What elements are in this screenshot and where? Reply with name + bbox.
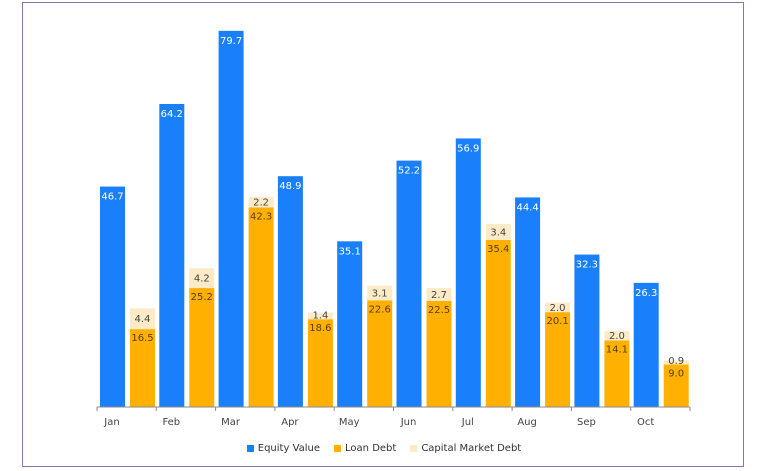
bar-capital-market-debt [426,288,452,301]
data-label-capital-market-debt: 2.0 [609,331,625,342]
bar-loan-debt [367,300,393,407]
legend-item-loan-debt[interactable]: Loan Debt [334,443,396,454]
bar-capital-market-debt [307,312,333,320]
data-label-equity-value: 44.4 [516,202,538,213]
bar-capital-market-debt [663,360,689,365]
bar-equity-value [100,186,125,407]
data-label-loan-debt: 25.2 [191,292,213,303]
data-label-loan-debt: 9.0 [668,369,684,380]
data-label-capital-market-debt: 0.9 [668,356,684,367]
data-label-equity-value: 35.1 [339,246,361,257]
legend-swatch-loan-debt [334,445,342,452]
data-label-loan-debt: 35.4 [487,244,509,255]
data-label-loan-debt: 42.3 [250,211,272,222]
bar-capital-market-debt [189,268,215,289]
data-label-capital-market-debt: 4.4 [135,314,151,325]
data-label-loan-debt: 16.5 [131,333,153,344]
data-label-capital-market-debt: 2.0 [550,303,566,314]
bar-loan-debt [604,340,630,407]
bar-equity-value [277,176,303,407]
data-label-equity-value: 32.3 [576,260,598,271]
bar-equity-value [159,103,185,407]
bar-loan-debt [130,329,155,407]
bar-capital-market-debt [485,223,511,240]
data-label-capital-market-debt: 2.2 [253,198,269,209]
bar-equity-value [337,241,363,407]
data-label-loan-debt: 22.5 [428,305,450,316]
legend-label: Loan Debt [345,443,397,454]
data-label-equity-value: 52.2 [398,166,420,177]
bar-loan-debt [663,364,689,407]
bar-equity-value [218,30,244,407]
legend-label: Capital Market Debt [421,443,522,454]
chart-frame [22,2,744,467]
bar-equity-value [396,160,422,407]
data-label-capital-market-debt: 1.4 [312,311,328,322]
bar-loan-debt [307,319,333,407]
x-tick-label: Mar [221,417,241,428]
data-label-loan-debt: 18.6 [309,323,331,334]
legend-swatch-capital-market-debt [410,445,418,452]
x-tick-label: Oct [637,417,654,428]
bar-loan-debt [248,207,274,407]
x-tick-label: Jan [103,417,119,428]
x-tick-label: Jul [461,417,474,428]
data-label-equity-value: 79.7 [220,36,242,47]
legend: Equity Value Loan Debt Capital Market De… [0,443,768,454]
x-tick-label: Jun [400,417,417,428]
bar-capital-market-debt [248,196,274,208]
x-tick-label: Sep [577,417,596,428]
bar-capital-market-debt [130,308,155,330]
data-label-equity-value: 56.9 [457,143,479,154]
x-tick-label: Aug [517,417,537,428]
data-label-equity-value: 26.3 [635,288,657,299]
data-label-loan-debt: 14.1 [606,344,628,355]
bar-equity-value [633,282,659,407]
data-label-capital-market-debt: 4.2 [194,274,210,285]
bar-loan-debt [426,300,452,407]
bar-loan-debt [485,239,511,407]
legend-swatch-equity [246,445,254,452]
data-label-equity-value: 48.9 [279,181,301,192]
data-label-capital-market-debt: 3.4 [490,227,506,238]
bar-loan-debt [545,312,571,407]
bar-equity-value [455,138,481,407]
bar-equity-value [574,254,600,407]
bar-equity-value [515,197,541,407]
data-label-equity-value: 64.2 [161,109,183,120]
bar-capital-market-debt [367,285,393,301]
bar-loan-debt [189,288,215,407]
data-label-capital-market-debt: 2.7 [431,290,447,301]
data-label-loan-debt: 20.1 [546,316,568,327]
x-tick-label: Apr [281,417,299,428]
bar-capital-market-debt [604,331,630,341]
data-label-equity-value: 46.7 [101,192,123,203]
data-label-loan-debt: 22.6 [369,304,391,315]
legend-item-capital-market-debt[interactable]: Capital Market Debt [410,443,521,454]
legend-item-equity[interactable]: Equity Value [246,443,321,454]
x-tick-label: Feb [162,417,180,428]
data-label-capital-market-debt: 3.1 [372,289,388,300]
bar-capital-market-debt [545,302,571,313]
legend-label: Equity Value [257,443,321,454]
x-tick-label: May [339,417,360,428]
